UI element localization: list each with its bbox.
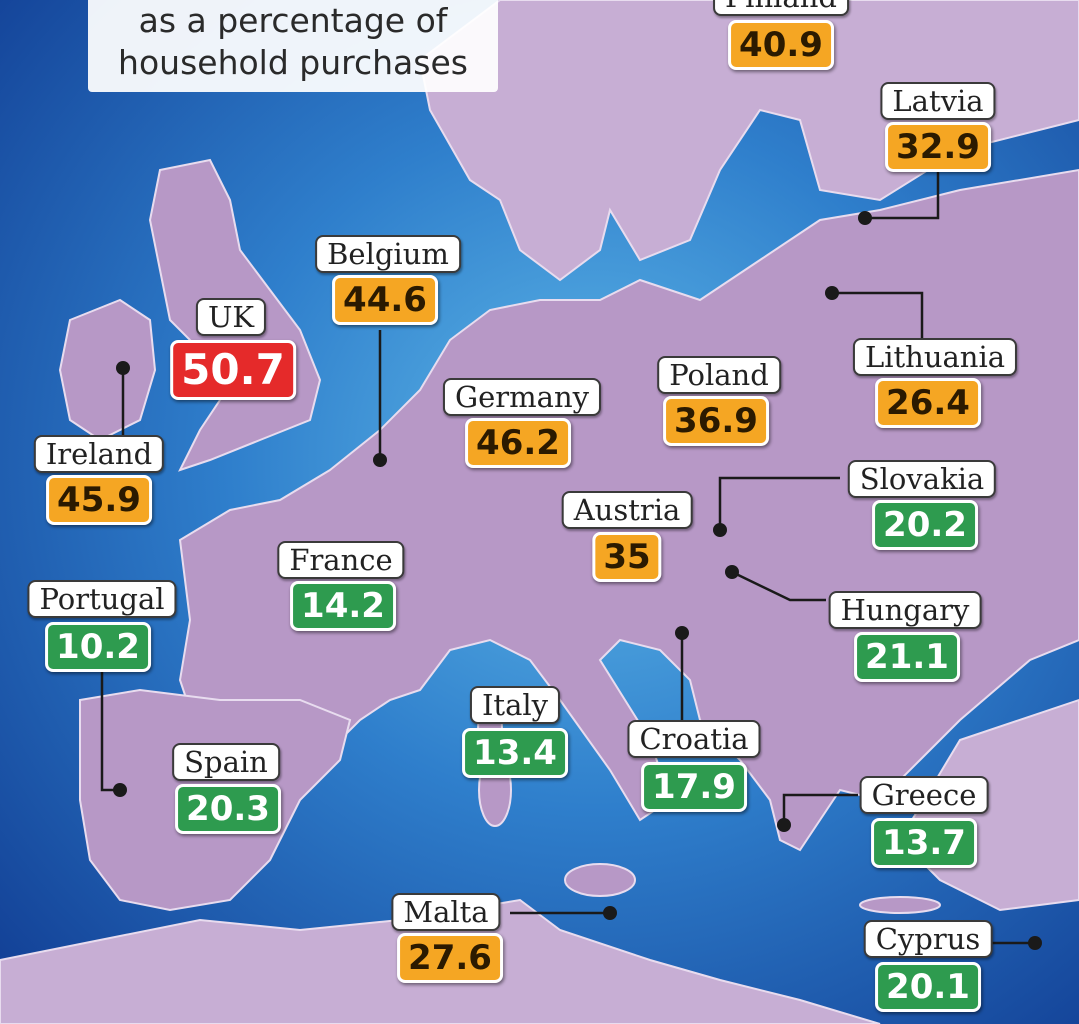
marker-cyprus	[1028, 936, 1042, 950]
title-line-2: as a percentage of	[138, 1, 448, 40]
value-croatia: 17.9	[641, 762, 747, 812]
title-box	[88, 0, 498, 92]
label-france: France	[277, 541, 405, 579]
sicily	[564, 863, 636, 897]
value-hungary: 21.1	[854, 632, 960, 682]
leader-latvia	[865, 165, 940, 220]
value-belgium: 44.6	[332, 275, 438, 325]
value-ireland: 45.9	[46, 475, 152, 525]
label-germany: Germany	[442, 378, 602, 416]
marker-belgium	[373, 453, 387, 467]
label-greece: Greece	[859, 776, 989, 814]
leader-greece	[782, 793, 858, 825]
value-france: 14.2	[290, 581, 396, 631]
value-finland: 40.9	[728, 20, 834, 70]
label-portugal: Portugal	[27, 580, 177, 618]
marker-slovakia	[713, 523, 727, 537]
leader-lithuania	[832, 291, 924, 340]
label-ireland: Ireland	[33, 435, 165, 473]
label-cyprus: Cyprus	[863, 920, 993, 958]
value-slovakia: 20.2	[872, 500, 978, 550]
label-slovakia: Slovakia	[847, 460, 997, 498]
marker-greece	[777, 818, 791, 832]
leader-slovakia	[718, 476, 840, 530]
crete	[859, 896, 941, 914]
value-malta: 27.6	[397, 933, 503, 983]
label-uk: UK	[195, 298, 267, 336]
label-croatia: Croatia	[627, 720, 761, 758]
label-austria: Austria	[561, 491, 693, 529]
label-malta: Malta	[391, 893, 501, 931]
value-greece: 13.7	[871, 818, 977, 868]
marker-portugal	[113, 783, 127, 797]
value-spain: 20.3	[175, 784, 281, 834]
label-belgium: Belgium	[315, 235, 461, 273]
value-cyprus: 20.1	[875, 962, 981, 1012]
value-lithuania: 26.4	[875, 378, 981, 428]
label-spain: Spain	[172, 743, 280, 781]
value-austria: 35	[592, 532, 662, 582]
marker-ireland	[116, 361, 130, 375]
marker-croatia	[675, 626, 689, 640]
value-latvia: 32.9	[885, 122, 991, 172]
ireland-island	[58, 298, 157, 442]
label-italy: Italy	[469, 686, 561, 724]
marker-malta	[603, 906, 617, 920]
value-germany: 46.2	[465, 418, 571, 468]
value-italy: 13.4	[462, 728, 568, 778]
label-poland: Poland	[657, 356, 781, 394]
label-latvia: Latvia	[880, 82, 996, 120]
label-finland: Finland	[713, 0, 849, 16]
marker-hungary	[725, 565, 739, 579]
marker-lithuania	[825, 286, 839, 300]
value-portugal: 10.2	[45, 622, 151, 672]
marker-latvia	[858, 211, 872, 225]
title-line-3: household purchases	[118, 43, 468, 82]
leader-hungary	[731, 570, 826, 602]
label-hungary: Hungary	[828, 591, 982, 629]
value-uk: 50.7	[170, 340, 296, 400]
value-poland: 36.9	[663, 396, 769, 446]
label-lithuania: Lithuania	[852, 338, 1018, 376]
